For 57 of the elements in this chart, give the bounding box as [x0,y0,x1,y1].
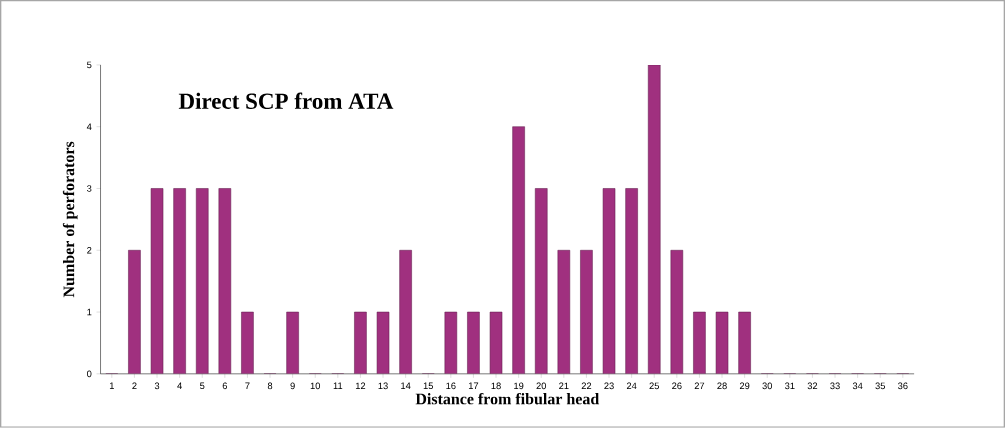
x-axis-title: Distance from fibular head [415,393,600,405]
y-axis-title: Number of perforators [62,141,78,298]
x-tick-label: 22 [581,382,592,390]
x-tick-label: 11 [333,382,343,390]
x-tick-label: 6 [222,382,227,390]
bar [218,188,232,374]
x-tick-label: 33 [830,382,840,390]
text: Direct SCP from ATA [178,92,394,110]
x-tick-label: 13 [378,382,388,390]
x-tick-label: 5 [200,382,205,390]
x-tick-label: 18 [491,382,501,390]
bar [647,65,661,374]
x-tick-label: 16 [446,382,456,390]
x-tick-label: 20 [536,382,547,390]
x-tick-label: 1 [109,382,114,390]
x-tick-label: 30 [762,382,773,390]
y-tick-label: 1 [87,308,92,316]
bar [512,126,525,374]
bar [557,250,571,374]
x-tick-label: 7 [245,382,250,390]
bar [670,250,684,374]
x-tick-label: 3 [154,382,160,390]
bar [195,188,209,374]
y-tick-label: 5 [87,61,92,69]
x-tick-label: 32 [807,382,818,390]
bar [534,188,548,374]
x-tick-label: 19 [514,382,524,390]
bar [399,250,412,374]
x-tick-label: 12 [355,382,366,390]
y-tick-label: 4 [86,123,92,131]
y-tick-label: 3 [87,185,92,192]
x-tick-label: 15 [423,382,434,390]
bar [625,188,638,374]
x-tick-label: 36 [898,382,908,390]
x-tick-label: 28 [717,382,727,390]
bar [173,188,186,374]
x-tick-label: 2 [132,382,137,390]
x-tick-label: 34 [852,382,863,390]
bar [128,250,141,374]
x-tick-label: 4 [177,382,182,390]
x-tick-label: 29 [739,382,750,390]
x-tick-label: 14 [401,382,411,390]
y-tick-label: 0 [87,370,92,378]
x-tick-label: 21 [559,382,569,390]
y-tick-label: 2 [87,247,92,254]
x-tick-label: 23 [604,382,614,390]
x-tick-label: 17 [468,382,479,390]
x-tick-label: 35 [875,382,886,390]
x-tick-label: 25 [649,382,660,390]
x-tick-label: 8 [267,382,273,390]
x-tick-label: 24 [626,382,637,390]
x-tick-label: 9 [290,382,295,390]
x-tick-label: 31 [785,382,795,390]
bar [580,250,593,374]
x-tick-label: 26 [672,382,682,390]
x-tick-label: 27 [694,382,705,390]
x-tick-label: 10 [310,382,321,390]
